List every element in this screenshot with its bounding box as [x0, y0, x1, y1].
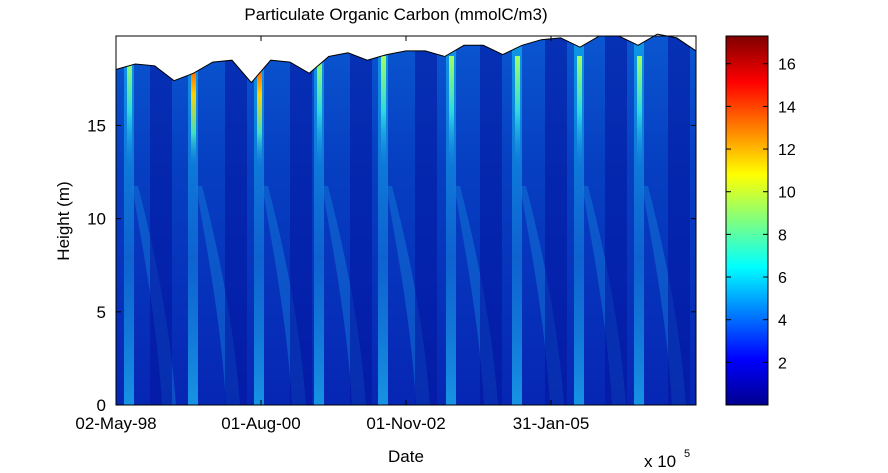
- x-axis: 02-May-98 01-Aug-00 01-Nov-02 31-Jan-05: [75, 36, 697, 433]
- streak: [314, 36, 324, 405]
- x-tick-label: 02-May-98: [75, 414, 156, 433]
- streak: [634, 36, 644, 405]
- surface-bloom: [449, 56, 454, 166]
- streak: [188, 36, 198, 405]
- surface-bloom: [637, 56, 642, 166]
- low-band: [480, 36, 502, 405]
- low-band: [415, 36, 437, 405]
- y-axis-label: Height (m): [54, 181, 73, 260]
- streak: [512, 36, 522, 405]
- low-band: [605, 36, 627, 405]
- streak: [574, 36, 584, 405]
- colorbar-tick-label: 6: [778, 270, 787, 287]
- low-band: [290, 36, 312, 405]
- colorbar-tick-label: 2: [778, 355, 787, 372]
- heatmap-plot: [115, 33, 697, 406]
- x-axis-label: Date: [388, 447, 424, 466]
- colorbar-tick-label: 4: [778, 313, 787, 330]
- x-exponent-label: x 10: [644, 452, 676, 471]
- x-tick-label: 01-Nov-02: [366, 414, 445, 433]
- surface-bloom: [577, 56, 582, 166]
- colorbar-ticks: 2 4 6 8 10 12 14 16: [726, 57, 796, 372]
- low-band: [150, 36, 172, 405]
- colorbar-gradient: [726, 36, 768, 405]
- surface-bloom: [381, 56, 386, 166]
- colorbar: 2 4 6 8 10 12 14 16: [725, 35, 796, 406]
- surface-bloom: [127, 56, 132, 166]
- surface-bloom: [257, 56, 262, 166]
- x-tick-label: 31-Jan-05: [513, 414, 590, 433]
- streak: [446, 36, 456, 405]
- colorbar-tick-label: 14: [778, 99, 796, 116]
- streak: [378, 36, 388, 405]
- x-tick-label: 01-Aug-00: [221, 414, 300, 433]
- low-band: [668, 36, 690, 405]
- colorbar-tick-label: 10: [778, 185, 796, 202]
- heatmap-background: [116, 36, 696, 405]
- y-tick-label: 0: [97, 396, 106, 415]
- y-tick-label: 5: [97, 303, 106, 322]
- low-band: [350, 36, 372, 405]
- surface-bloom: [515, 56, 520, 166]
- x-exponent: 5: [684, 448, 690, 460]
- streak: [254, 36, 264, 405]
- colorbar-tick-label: 16: [778, 57, 796, 74]
- chart-title: Particulate Organic Carbon (mmolC/m3): [244, 5, 547, 24]
- heatmap-streaks: [124, 36, 690, 405]
- streak: [124, 36, 134, 405]
- surface-bloom: [191, 56, 196, 166]
- low-band: [545, 36, 567, 405]
- y-tick-label: 15: [87, 116, 106, 135]
- surface-bloom: [317, 56, 322, 166]
- y-tick-label: 10: [87, 210, 106, 229]
- y-axis: 0 5 10 15: [87, 116, 696, 415]
- colorbar-tick-label: 8: [778, 227, 787, 244]
- colorbar-tick-label: 12: [778, 142, 796, 159]
- low-band: [225, 36, 247, 405]
